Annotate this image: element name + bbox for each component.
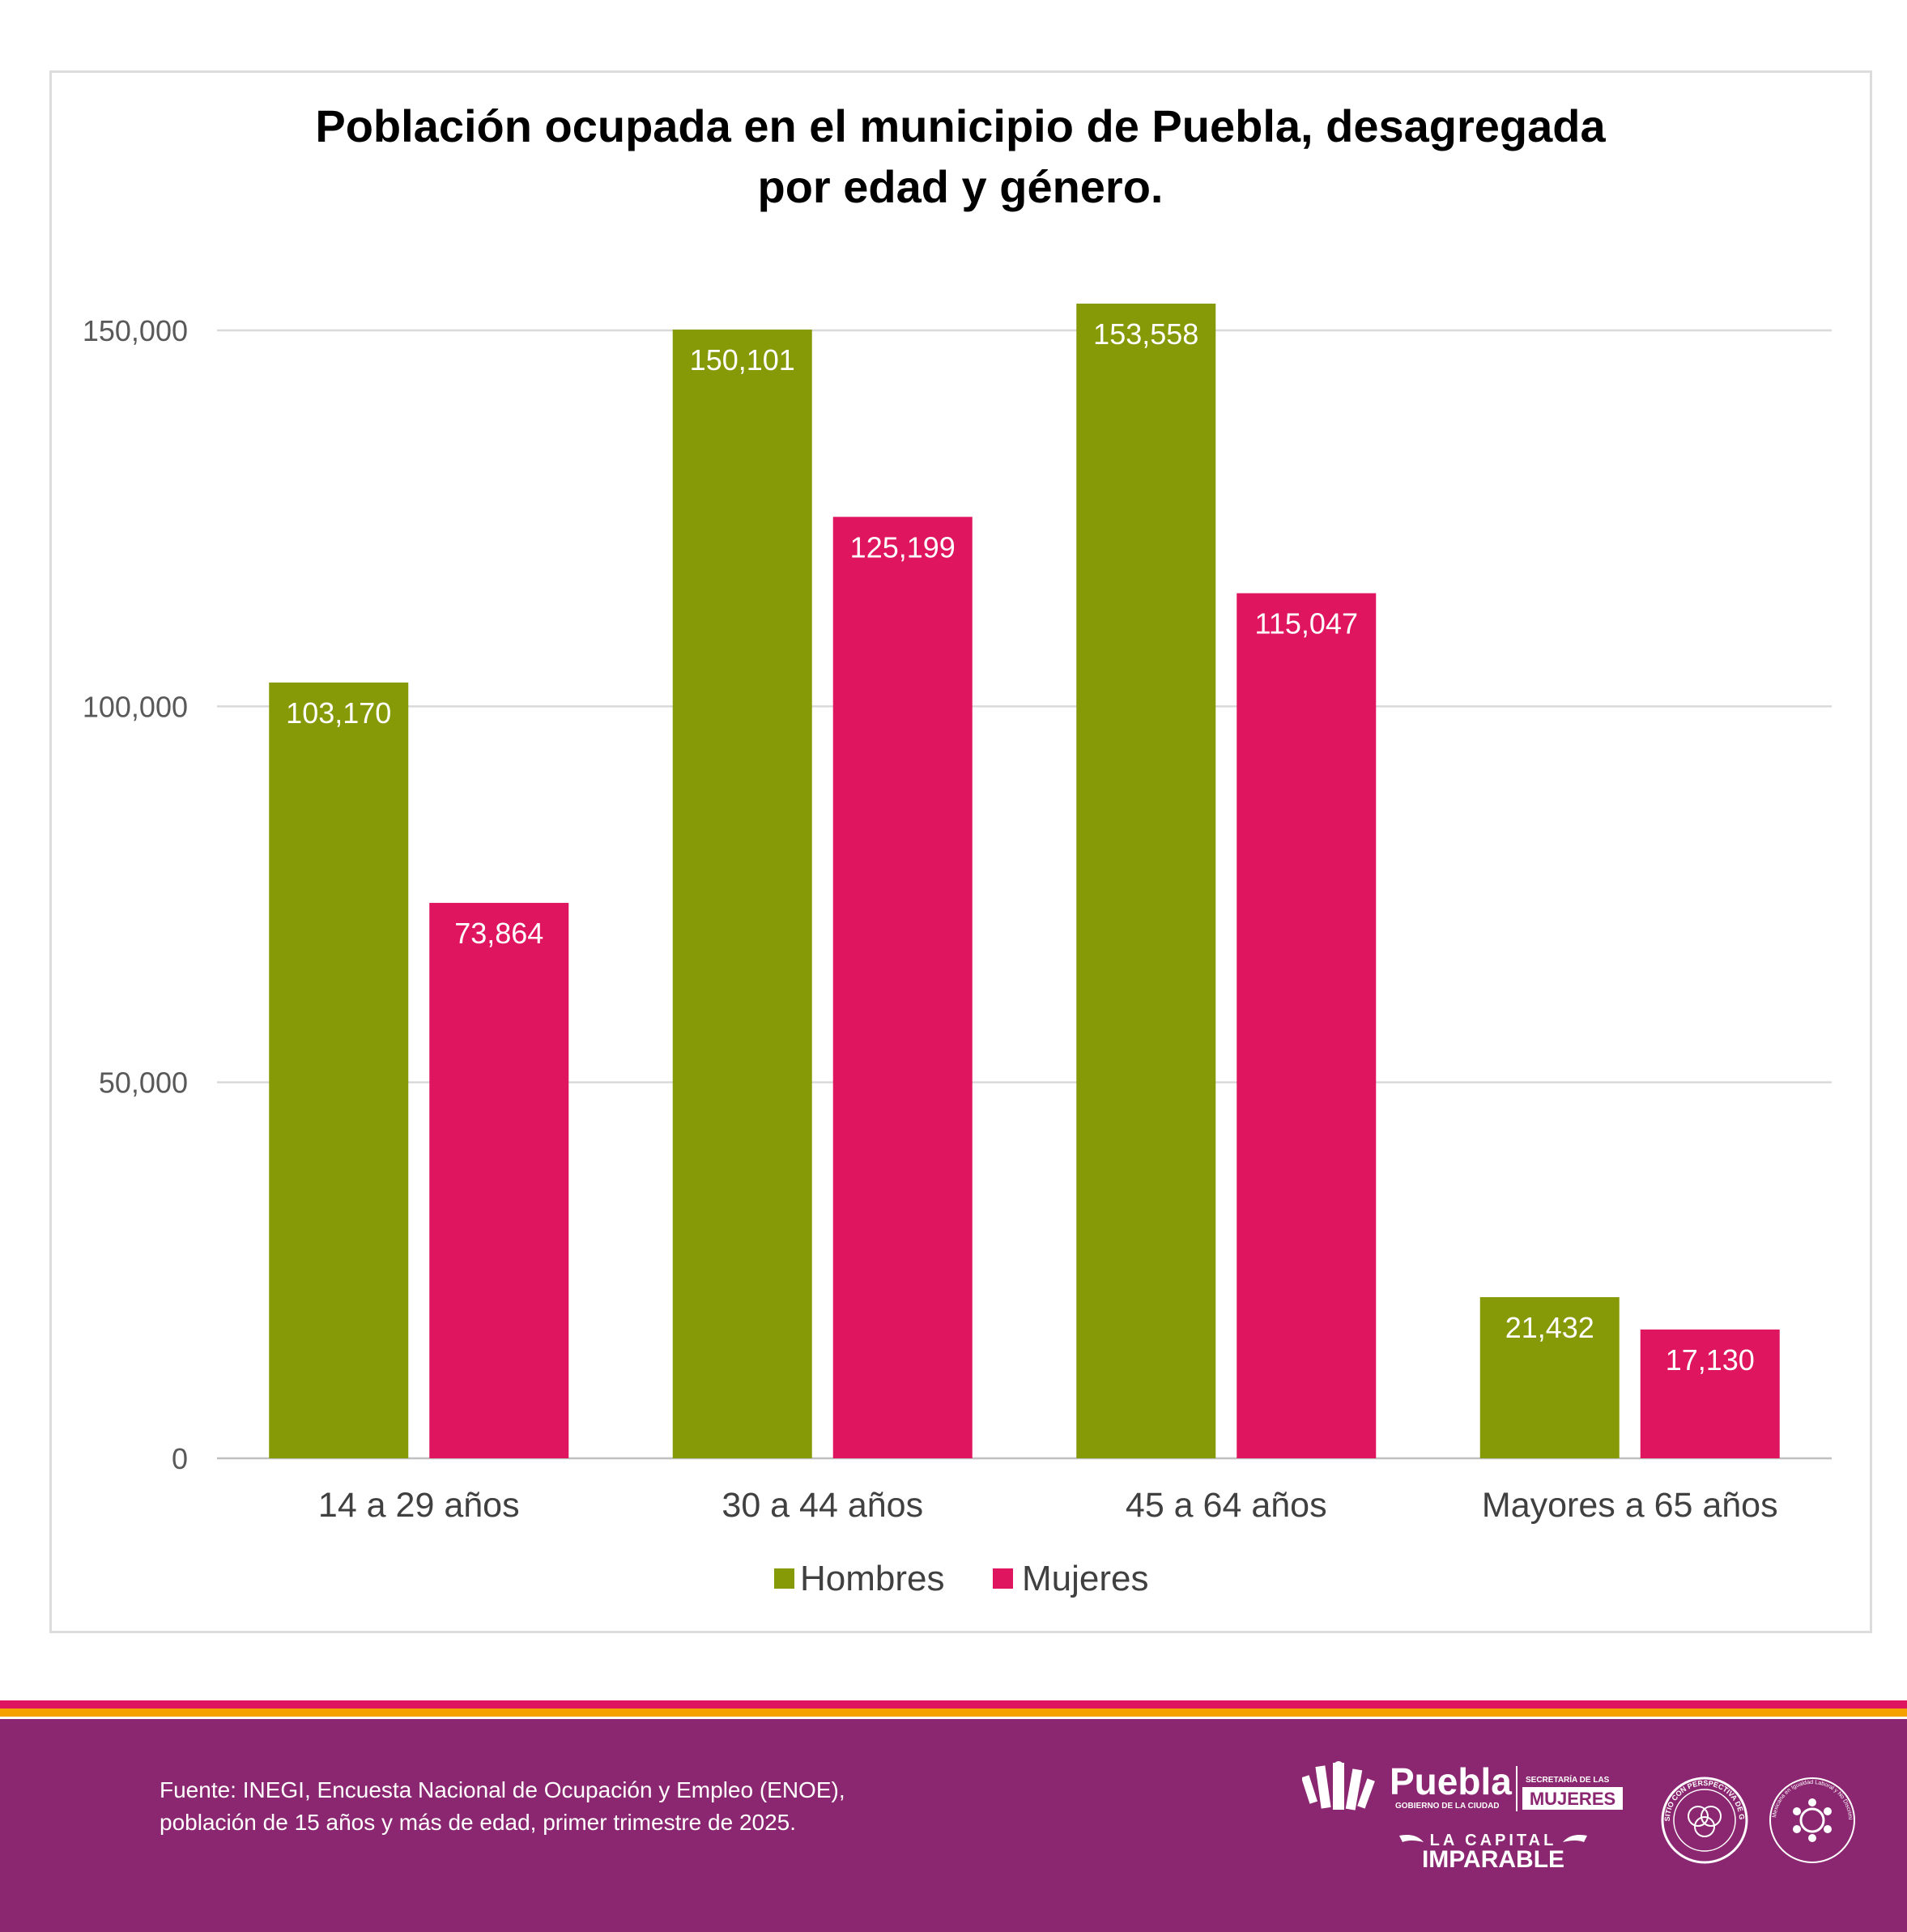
wing-right-icon	[1563, 1835, 1587, 1842]
bars	[269, 303, 1780, 1459]
legend-swatch-mujeres	[993, 1568, 1013, 1589]
footer-stripe-red	[0, 1700, 1907, 1709]
x-category-label: Mayores a 65 años	[1482, 1486, 1778, 1525]
labels: 0 50,000 100,000 150,000 103,170 73,864 14 a 2…	[83, 314, 1778, 1525]
footer: Fuente: INEGI, Encuesta Nacional de Ocup…	[0, 1719, 1907, 1932]
data-label: 115,047	[1255, 607, 1358, 640]
data-label: 73,864	[454, 917, 543, 950]
y-tick-label: 50,000	[99, 1066, 188, 1100]
wing-left-icon	[1399, 1835, 1424, 1842]
x-category-label: 14 a 29 años	[318, 1486, 520, 1525]
micrositio-seal: MICROSITIO CON PERSPECTIVA DE GÉNERO	[1660, 1776, 1748, 1864]
bar-hombres	[672, 330, 812, 1459]
source-line-2: población de 15 años y más de edad, prim…	[160, 1810, 797, 1835]
bar-chart: Población ocupada en el municipio de Pue…	[83, 100, 1832, 1598]
people-circle-icon	[1793, 1798, 1832, 1842]
legend-label-mujeres: Mujeres	[1022, 1559, 1149, 1598]
data-label: 153,558	[1093, 317, 1198, 351]
x-category-label: 45 a 64 años	[1126, 1486, 1327, 1525]
bar-hombres	[1479, 1296, 1620, 1458]
puebla-wordmark: Puebla	[1390, 1760, 1512, 1802]
data-label: 17,130	[1666, 1343, 1755, 1377]
chart-title-line-1: Población ocupada en el municipio de Pue…	[315, 100, 1606, 151]
legend: Hombres Mujeres	[774, 1559, 1149, 1598]
data-label: 150,101	[690, 343, 795, 377]
bar-hombres	[269, 682, 409, 1458]
source-note: Fuente: INEGI, Encuesta Nacional de Ocup…	[160, 1774, 969, 1839]
bar-mujeres	[1640, 1329, 1780, 1458]
micrositio-seal-text: MICROSITIO CON PERSPECTIVA DE GÉNERO	[1660, 1776, 1746, 1822]
norma-igualdad-seal: Norma Mexicana en Igualdad Laboral y No …	[1768, 1776, 1855, 1863]
puebla-emblem-icon	[1302, 1761, 1375, 1811]
puebla-subtitle: GOBIERNO DE LA CIUDAD	[1395, 1802, 1500, 1811]
svg-text:Norma Mexicana en Igualdad Lab: Norma Mexicana en Igualdad Laboral y No …	[1768, 1776, 1853, 1820]
bar-mujeres	[429, 903, 569, 1458]
y-tick-label: 0	[172, 1442, 188, 1475]
legend-label-hombres: Hombres	[800, 1559, 945, 1598]
footer-stripe-orange	[0, 1709, 1907, 1717]
data-label: 125,199	[850, 530, 956, 564]
norma-seal-text: Norma Mexicana en Igualdad Laboral y No …	[1768, 1776, 1853, 1820]
source-line-1: Fuente: INEGI, Encuesta Nacional de Ocup…	[160, 1777, 845, 1802]
svg-text:MICROSITIO CON PERSPECTIVA DE: MICROSITIO CON PERSPECTIVA DE GÉNERO	[1660, 1776, 1746, 1822]
y-tick-label: 150,000	[83, 314, 188, 347]
bar-mujeres	[1237, 593, 1377, 1458]
legend-swatch-hombres	[774, 1568, 794, 1589]
y-tick-label: 100,000	[83, 690, 188, 723]
capital-label: LA CAPITAL	[1430, 1832, 1557, 1849]
secretaria-label: SECRETARÍA DE LAS	[1526, 1774, 1610, 1785]
bar-mujeres	[832, 517, 973, 1458]
data-label: 103,170	[286, 696, 391, 730]
x-category-label: 30 a 44 años	[722, 1486, 923, 1525]
bar-hombres	[1076, 303, 1216, 1459]
chart-title-line-2: por edad y género.	[758, 161, 1164, 212]
mujeres-label: MUJERES	[1530, 1789, 1615, 1809]
puebla-logo: Puebla GOBIERNO DE LA CIUDAD SECRETARÍA …	[1302, 1760, 1623, 1873]
data-label: 21,432	[1505, 1311, 1594, 1344]
imparable-label: IMPARABLE	[1422, 1846, 1564, 1873]
